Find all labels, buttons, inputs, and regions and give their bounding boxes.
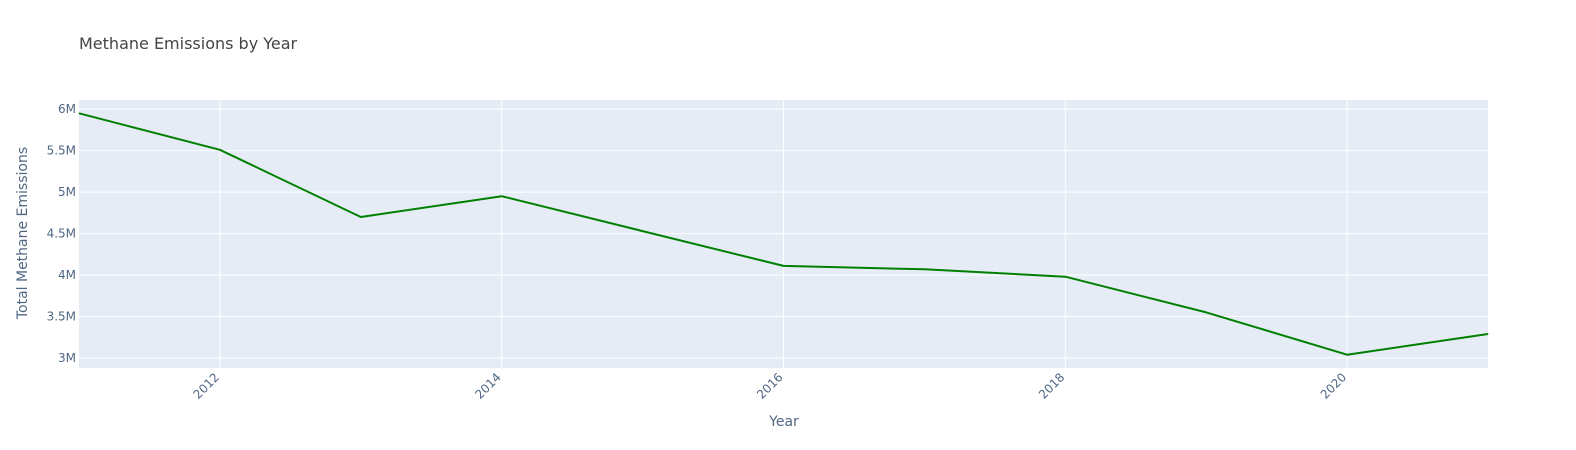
data-point <box>360 216 362 218</box>
series-layer <box>78 112 1489 356</box>
data-point <box>1346 354 1348 356</box>
y-grid <box>79 108 1488 359</box>
data-point <box>78 112 80 114</box>
y-tick-label: 5.5M <box>47 144 76 158</box>
data-point <box>1064 276 1066 278</box>
data-point <box>1205 311 1207 313</box>
y-tick-label: 3.5M <box>47 310 76 324</box>
x-tick-label: 2014 <box>472 370 503 401</box>
y-tick-label: 3M <box>58 351 76 365</box>
x-tick-label: 2016 <box>754 370 785 401</box>
x-tick-label: 2018 <box>1036 370 1067 401</box>
data-point <box>1487 333 1489 335</box>
x-axis-title: Year <box>768 414 799 430</box>
y-axis-ticks: 3M 3.5M 4M 4.5M 5M 5.5M 6M <box>47 102 76 365</box>
y-tick-label: 5M <box>58 185 76 199</box>
y-tick-label: 6M <box>58 102 76 116</box>
data-point <box>219 149 221 151</box>
x-axis-ticks: 2012 2014 2016 2018 2020 <box>191 370 1350 401</box>
y-tick-label: 4M <box>58 268 76 282</box>
chart-title: Methane Emissions by Year <box>79 34 298 53</box>
data-point <box>923 268 925 270</box>
data-point <box>501 195 503 197</box>
x-tick-label: 2012 <box>191 370 222 401</box>
x-tick-label: 2020 <box>1318 370 1349 401</box>
y-tick-label: 4.5M <box>47 227 76 241</box>
data-point <box>783 265 784 267</box>
y-axis-title: Total Methane Emissions <box>15 147 31 320</box>
data-point <box>642 230 644 232</box>
